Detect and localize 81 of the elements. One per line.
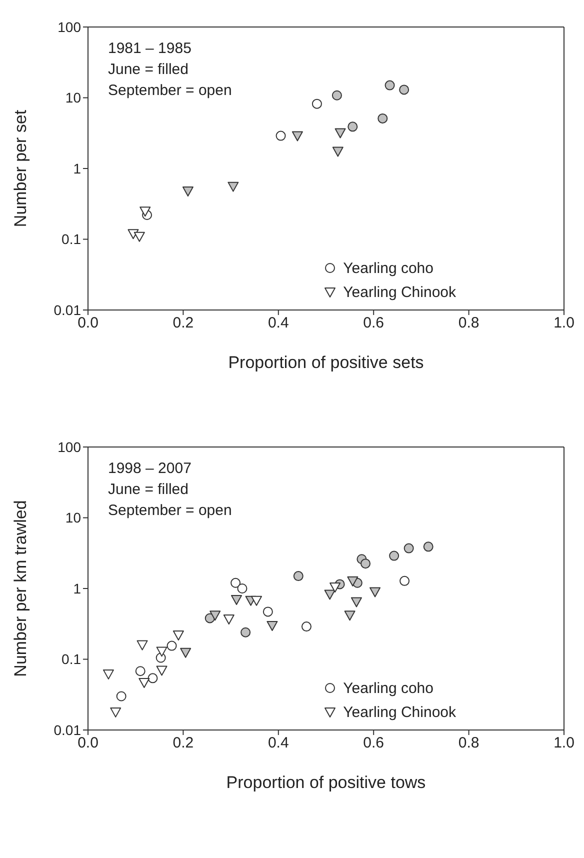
point bbox=[404, 543, 414, 554]
y-tick-label: 0.1 bbox=[62, 651, 82, 668]
y-tick-label: 1 bbox=[73, 160, 82, 176]
legend-label: Yearling coho bbox=[343, 680, 434, 696]
x-tick-label: 1.0 bbox=[554, 734, 574, 752]
point bbox=[134, 232, 145, 242]
point bbox=[347, 576, 358, 586]
point bbox=[223, 614, 234, 625]
point bbox=[378, 113, 388, 124]
annotation: 1998 – 2007 bbox=[108, 459, 192, 479]
x-tick-label: 0.4 bbox=[268, 314, 289, 332]
y-tick-label: 100 bbox=[58, 438, 82, 455]
point bbox=[384, 80, 395, 90]
x-tick-label: 0.4 bbox=[268, 734, 289, 752]
point bbox=[240, 627, 251, 638]
point bbox=[140, 206, 151, 217]
x-tick-label: 0.6 bbox=[363, 314, 384, 332]
x-tick-label: 0.2 bbox=[172, 734, 194, 752]
point bbox=[400, 576, 410, 586]
annotation: June = filled bbox=[108, 60, 190, 80]
point bbox=[276, 130, 286, 141]
y-axis-title: Number per set bbox=[11, 110, 30, 228]
x-tick-label: 0.8 bbox=[458, 734, 480, 752]
point bbox=[332, 146, 344, 157]
point bbox=[324, 590, 336, 600]
legend-label: Yearling coho bbox=[343, 260, 434, 276]
annotation: September = open bbox=[108, 81, 232, 101]
point bbox=[334, 128, 346, 138]
point bbox=[172, 630, 184, 641]
point bbox=[330, 582, 341, 592]
x-tick-label: 1.0 bbox=[554, 314, 574, 332]
point bbox=[312, 98, 322, 109]
point bbox=[292, 131, 303, 142]
point bbox=[237, 584, 248, 594]
point bbox=[128, 229, 139, 240]
y-axis-title: Number per km trawled bbox=[11, 500, 30, 677]
point bbox=[251, 596, 262, 606]
point bbox=[423, 542, 434, 552]
point bbox=[230, 578, 241, 588]
point bbox=[166, 640, 177, 651]
point bbox=[332, 90, 342, 100]
legend-label: Yearling Chinook bbox=[343, 284, 456, 300]
point bbox=[399, 84, 410, 95]
point bbox=[389, 550, 400, 561]
x-tick-label: 0.8 bbox=[458, 314, 480, 332]
x-axis-title: Proportion of positive sets bbox=[228, 353, 424, 372]
point bbox=[350, 597, 362, 608]
point bbox=[301, 622, 312, 632]
point bbox=[360, 558, 371, 569]
y-tick-label: 1 bbox=[73, 580, 82, 596]
point bbox=[180, 648, 192, 658]
point bbox=[156, 646, 168, 657]
point bbox=[156, 666, 168, 676]
point bbox=[148, 673, 158, 684]
x-axis-title: Proportion of positive tows bbox=[226, 773, 426, 792]
x-tick-label: 0.2 bbox=[172, 314, 194, 332]
point bbox=[231, 594, 242, 605]
annotation: June = filled bbox=[108, 480, 190, 500]
point bbox=[116, 691, 126, 702]
y-tick-label: 10 bbox=[65, 90, 82, 106]
point bbox=[262, 606, 273, 617]
point bbox=[138, 678, 150, 688]
annotation: September = open bbox=[108, 501, 232, 521]
point bbox=[266, 620, 278, 631]
annotation: 1981 – 1985 bbox=[108, 39, 192, 59]
point bbox=[348, 122, 358, 132]
legend-label: Yearling Chinook bbox=[343, 704, 456, 720]
point bbox=[228, 182, 239, 192]
x-tick-label: 0.6 bbox=[363, 734, 384, 752]
point bbox=[344, 610, 356, 621]
y-tick-label: 10 bbox=[65, 510, 82, 526]
point bbox=[210, 610, 221, 621]
point bbox=[135, 666, 146, 676]
y-tick-label: 0.1 bbox=[62, 231, 82, 248]
point bbox=[293, 571, 304, 582]
point bbox=[102, 669, 114, 680]
point bbox=[370, 587, 381, 598]
point bbox=[110, 707, 122, 718]
point bbox=[182, 186, 194, 197]
y-tick-label: 100 bbox=[58, 18, 82, 35]
point bbox=[136, 640, 148, 650]
